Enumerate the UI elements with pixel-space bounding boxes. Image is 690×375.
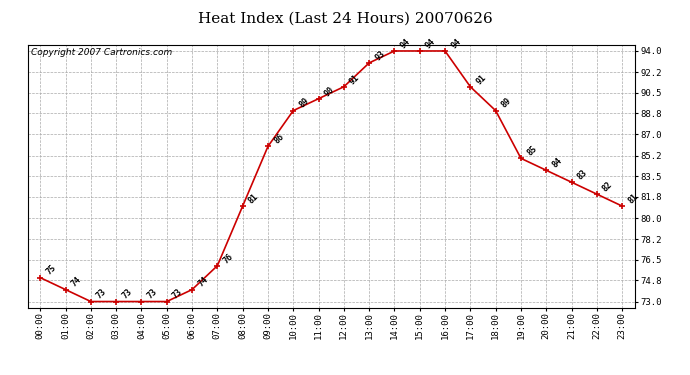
Text: 83: 83	[575, 168, 589, 182]
Text: Heat Index (Last 24 Hours) 20070626: Heat Index (Last 24 Hours) 20070626	[197, 11, 493, 25]
Text: 94: 94	[449, 37, 463, 50]
Text: 74: 74	[196, 275, 210, 289]
Text: 86: 86	[272, 132, 286, 146]
Text: 73: 73	[95, 287, 108, 301]
Text: 74: 74	[70, 275, 83, 289]
Text: 73: 73	[146, 287, 159, 301]
Text: 89: 89	[500, 96, 513, 110]
Text: 91: 91	[475, 72, 488, 86]
Text: 89: 89	[297, 96, 311, 110]
Text: 81: 81	[247, 192, 260, 205]
Text: 76: 76	[221, 252, 235, 265]
Text: 93: 93	[373, 49, 387, 62]
Text: 94: 94	[399, 37, 412, 50]
Text: 84: 84	[551, 156, 564, 170]
Text: 94: 94	[424, 37, 437, 50]
Text: 85: 85	[525, 144, 539, 158]
Text: 91: 91	[348, 72, 362, 86]
Text: 73: 73	[171, 287, 184, 301]
Text: Copyright 2007 Cartronics.com: Copyright 2007 Cartronics.com	[30, 48, 172, 57]
Text: 90: 90	[323, 84, 336, 98]
Text: 81: 81	[627, 192, 640, 205]
Text: 82: 82	[601, 180, 615, 194]
Text: 75: 75	[44, 264, 58, 277]
Text: 73: 73	[120, 287, 134, 301]
